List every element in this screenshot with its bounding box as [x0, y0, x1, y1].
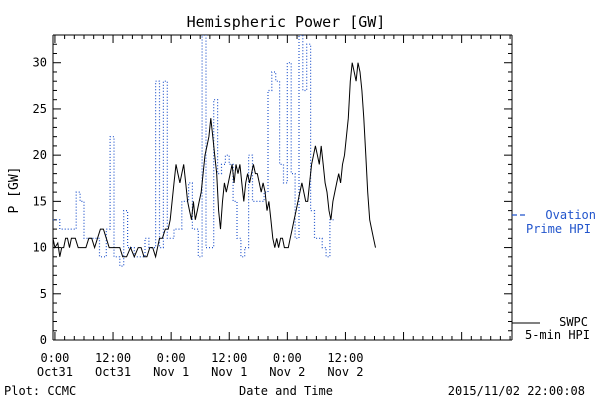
y-tick-label: 25 [33, 102, 47, 116]
legend-ovation-line1: Ovation [545, 208, 596, 222]
y-tick-label: 20 [33, 148, 47, 162]
x-tick-label-date: Oct31 [95, 365, 131, 379]
x-tick-label-date: Nov 2 [327, 365, 363, 379]
data-series [53, 35, 376, 267]
x-tick-label-date: Nov 1 [211, 365, 247, 379]
x-axis-label: Date and Time [239, 384, 333, 398]
x-tick-label-date: Oct31 [37, 365, 73, 379]
legend-ovation-line2: Prime HPI [526, 222, 591, 236]
x-tick-label-time: 12:00 [95, 351, 131, 365]
x-tick-label-time: 0:00 [273, 351, 302, 365]
x-tick-label-date: Nov 1 [153, 365, 189, 379]
y-tick-label: 30 [33, 56, 47, 70]
series-swpc-line [53, 62, 376, 259]
legend-ovation: Ovation Prime HPI [512, 208, 596, 236]
legend-swpc-line1: SWPC [559, 315, 588, 329]
legend-swpc: SWPC 5-min HPI [512, 315, 590, 342]
y-tick-label: 15 [33, 194, 47, 208]
chart-title: Hemispheric Power [GW] [187, 13, 386, 31]
footer-plot-credit: Plot: CCMC [4, 384, 76, 398]
y-tick-label: 10 [33, 241, 47, 255]
plot-axes [52, 34, 513, 341]
x-tick-label-time: 0:00 [157, 351, 186, 365]
y-tick-label: 5 [40, 287, 47, 301]
x-tick-label-time: 0:00 [40, 351, 69, 365]
x-tick-label-time: 12:00 [327, 351, 363, 365]
legend-swpc-line2: 5-min HPI [525, 328, 590, 342]
x-tick-label-time: 12:00 [211, 351, 247, 365]
y-axis-label: P [GW] [7, 167, 22, 214]
y-tick-label: 0 [40, 333, 47, 347]
x-tick-label-date: Nov 2 [269, 365, 305, 379]
footer-timestamp: 2015/11/02 22:00:08 [448, 384, 585, 398]
